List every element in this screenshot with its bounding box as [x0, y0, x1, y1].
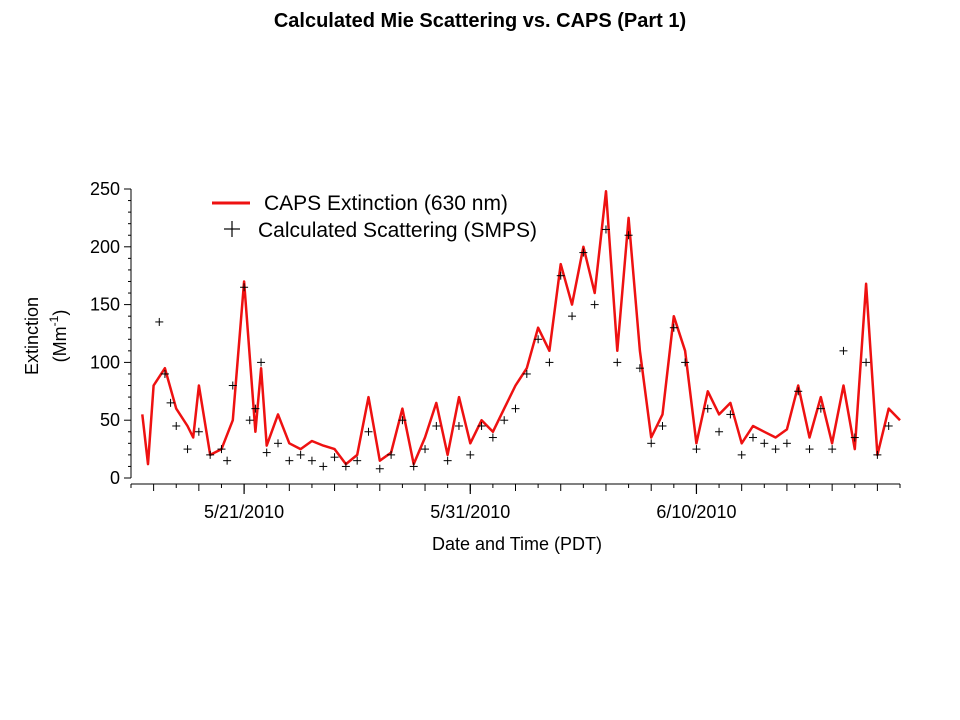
data-point-smps — [274, 439, 283, 448]
data-point-smps — [488, 433, 497, 442]
data-point-smps — [522, 369, 531, 378]
data-point-smps — [375, 464, 384, 473]
data-point-smps — [296, 450, 305, 459]
data-point-smps — [285, 456, 294, 465]
legend: CAPS Extinction (630 nm) Calculated Scat… — [212, 192, 537, 242]
data-point-smps — [183, 445, 192, 454]
y-tick-label: 200 — [90, 237, 120, 257]
x-tick-label: 5/31/2010 — [430, 502, 510, 522]
chart-axes — [124, 188, 901, 494]
data-point-smps — [635, 364, 644, 373]
y-tick-label: 250 — [90, 179, 120, 199]
data-point-smps — [245, 416, 254, 425]
data-point-smps — [782, 439, 791, 448]
data-point-smps — [862, 358, 871, 367]
data-point-smps — [839, 346, 848, 355]
data-point-smps — [692, 445, 701, 454]
data-point-smps — [771, 445, 780, 454]
y-tick-label: 150 — [90, 295, 120, 315]
data-point-smps — [319, 462, 328, 471]
data-point-smps — [647, 439, 656, 448]
data-point-smps — [703, 404, 712, 413]
data-point-smps — [409, 462, 418, 471]
data-point-smps — [257, 358, 266, 367]
x-tick-label: 6/10/2010 — [656, 502, 736, 522]
data-point-smps — [166, 398, 175, 407]
data-point-smps — [160, 369, 169, 378]
data-point-smps — [748, 433, 757, 442]
data-point-smps — [624, 231, 633, 240]
data-point-smps — [669, 323, 678, 332]
x-tick-labels: 5/21/2010 5/31/2010 6/10/2010 — [204, 502, 736, 522]
legend-label-caps: CAPS Extinction (630 nm) — [264, 192, 508, 215]
y-axis-unit: (Mm-1) — [47, 310, 70, 363]
data-point-smps — [387, 450, 396, 459]
data-point-smps — [194, 427, 203, 436]
data-point-smps — [364, 427, 373, 436]
series-line-caps — [141, 190, 901, 466]
y-axis-unit-open: (Mm — [50, 326, 70, 362]
data-point-smps — [658, 421, 667, 430]
series-markers — [155, 225, 893, 473]
data-point-smps — [398, 416, 407, 425]
data-point-smps — [262, 448, 271, 457]
data-point-smps — [850, 433, 859, 442]
data-point-smps — [432, 421, 441, 430]
data-point-smps — [715, 427, 724, 436]
data-point-smps — [545, 358, 554, 367]
data-point-smps — [511, 404, 520, 413]
x-tick-label: 5/21/2010 — [204, 502, 284, 522]
data-point-smps — [477, 421, 486, 430]
y-tick-label: 50 — [100, 410, 120, 430]
data-point-smps — [884, 421, 893, 430]
data-point-smps — [443, 456, 452, 465]
data-point-smps — [217, 445, 226, 454]
data-point-smps — [223, 456, 232, 465]
data-point-smps — [873, 450, 882, 459]
data-point-smps — [454, 421, 463, 430]
data-point-smps — [353, 456, 362, 465]
data-point-smps — [534, 335, 543, 344]
series-lines — [141, 190, 901, 466]
data-point-smps — [421, 445, 430, 454]
data-point-smps — [805, 445, 814, 454]
y-axis-unit-exponent: -1 — [47, 315, 61, 326]
y-tick-labels: 0 50 100 150 200 250 — [90, 179, 120, 488]
data-point-smps — [828, 445, 837, 454]
data-point-smps — [794, 387, 803, 396]
data-point-smps — [590, 300, 599, 309]
y-tick-label: 0 — [110, 468, 120, 488]
legend-swatch-smps — [224, 221, 240, 237]
page-title: Calculated Mie Scattering vs. CAPS (Part… — [273, 10, 687, 32]
data-point-smps — [240, 283, 249, 292]
data-point-smps — [251, 404, 260, 413]
data-point-smps — [579, 248, 588, 257]
data-point-smps — [500, 416, 509, 425]
data-point-smps — [172, 421, 181, 430]
x-axis-title: Date and Time (PDT) — [432, 534, 602, 554]
data-point-smps — [228, 381, 237, 390]
data-point-smps — [568, 312, 577, 321]
data-point-smps — [737, 450, 746, 459]
y-tick-label: 100 — [90, 352, 120, 372]
data-point-smps — [601, 225, 610, 234]
y-axis-title: Extinction — [22, 297, 42, 375]
data-point-smps — [466, 450, 475, 459]
y-axis-unit-close: ) — [50, 310, 70, 316]
data-point-smps — [155, 317, 164, 326]
data-point-smps — [330, 453, 339, 462]
data-point-smps — [206, 450, 215, 459]
data-point-smps — [556, 271, 565, 280]
data-point-smps — [613, 358, 622, 367]
data-point-smps — [341, 462, 350, 471]
data-point-smps — [816, 404, 825, 413]
data-point-smps — [307, 456, 316, 465]
data-point-smps — [726, 410, 735, 419]
data-point-smps — [681, 358, 690, 367]
data-point-smps — [760, 439, 769, 448]
legend-label-smps: Calculated Scattering (SMPS) — [258, 219, 537, 242]
